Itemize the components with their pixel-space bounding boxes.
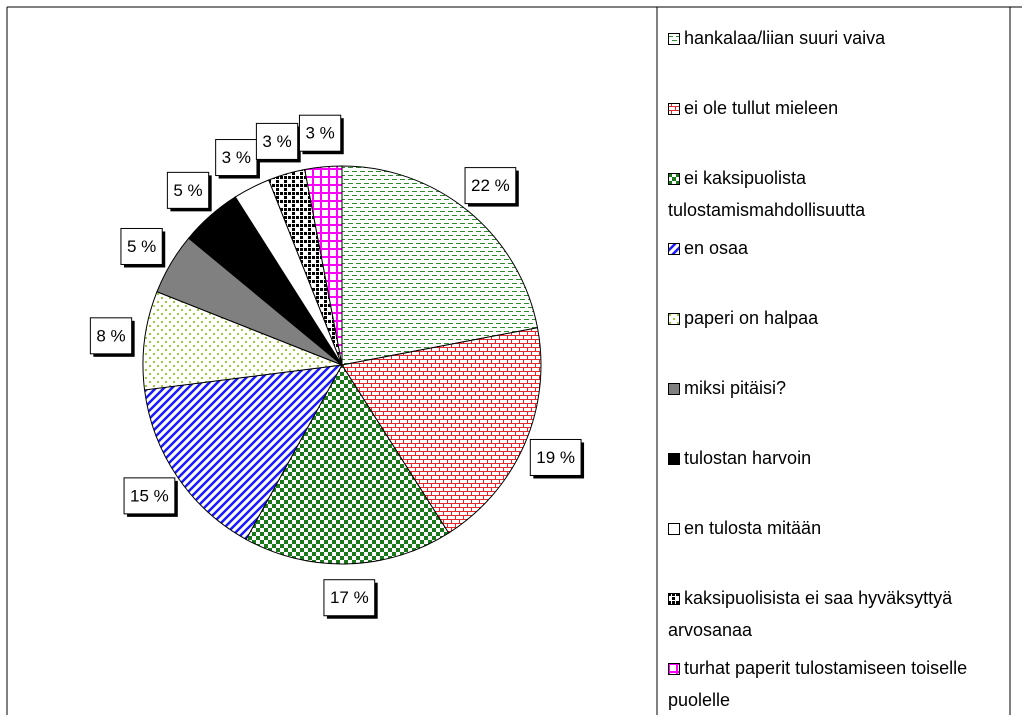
legend-item: miksi pitäisi? [668,372,1004,404]
legend-label: ei kaksipuolista tulostamismahdollisuutt… [668,168,866,220]
data-label-text: 22 % [471,176,510,195]
legend-item: en tulosta mitään [668,512,1004,544]
legend-swatch [668,243,680,255]
legend-label: paperi on halpaa [684,308,819,328]
data-label-text: 5 % [173,181,202,200]
pie-slice [245,364,450,565]
pie-slice [304,165,343,366]
legend-swatch [668,313,680,325]
data-label: 17 % [323,579,378,619]
legend-item: ei ole tullut mieleen [668,92,1004,124]
legend-item: en osaa [668,232,1004,264]
legend-item: paperi on halpaa [668,302,1004,334]
legend-swatch [668,33,680,45]
legend-label: miksi pitäisi? [684,378,787,398]
data-label: 3 % [298,114,344,155]
data-label: 3 % [255,122,301,163]
data-label-text: 17 % [330,588,369,607]
pie-slice [142,291,343,391]
data-label-text: 3 % [222,148,251,167]
data-label-text: 19 % [536,448,575,467]
legend-swatch [668,593,680,605]
data-label: 22 % [464,167,519,207]
data-label-text: 5 % [127,237,156,256]
legend-label: en tulosta mitään [684,518,822,538]
legend-label: turhat paperit tulostamiseen toiselle pu… [668,658,968,710]
data-label-text: 3 % [305,124,334,143]
legend-label: ei ole tullut mieleen [684,98,839,118]
legend-label: tulostan harvoin [684,448,812,468]
legend-item: kaksipuolisista ei saa hyväksyttyä arvos… [668,582,1004,646]
legend-label: kaksipuolisista ei saa hyväksyttyä arvos… [668,588,953,640]
data-label: 5 % [120,227,166,268]
legend-swatch [668,453,680,465]
data-label: 3 % [215,139,260,179]
legend-swatch [668,523,680,535]
legend-item: ei kaksipuolista tulostamismahdollisuutt… [668,162,1004,226]
data-label: 5 % [166,171,212,212]
legend-item: tulostan harvoin [668,442,1004,474]
pie-slice [341,327,542,534]
pie-slice [341,165,539,366]
data-label: 8 % [89,317,135,357]
data-label: 15 % [123,477,178,517]
legend-item: hankalaa/liian suuri vaiva [668,22,1004,54]
legend-swatch [668,103,680,115]
legend-swatch [668,173,680,185]
pie-slice [144,364,343,541]
legend-swatch [668,663,680,675]
data-label-text: 8 % [96,326,125,345]
data-label: 19 % [529,438,585,479]
data-label-text: 15 % [130,486,169,505]
legend-item: turhat paperit tulostamiseen toiselle pu… [668,652,1004,716]
data-label-text: 3 % [262,132,291,151]
legend-label: en osaa [684,238,749,258]
legend-swatch [668,383,680,395]
legend-label: hankalaa/liian suuri vaiva [684,28,886,48]
